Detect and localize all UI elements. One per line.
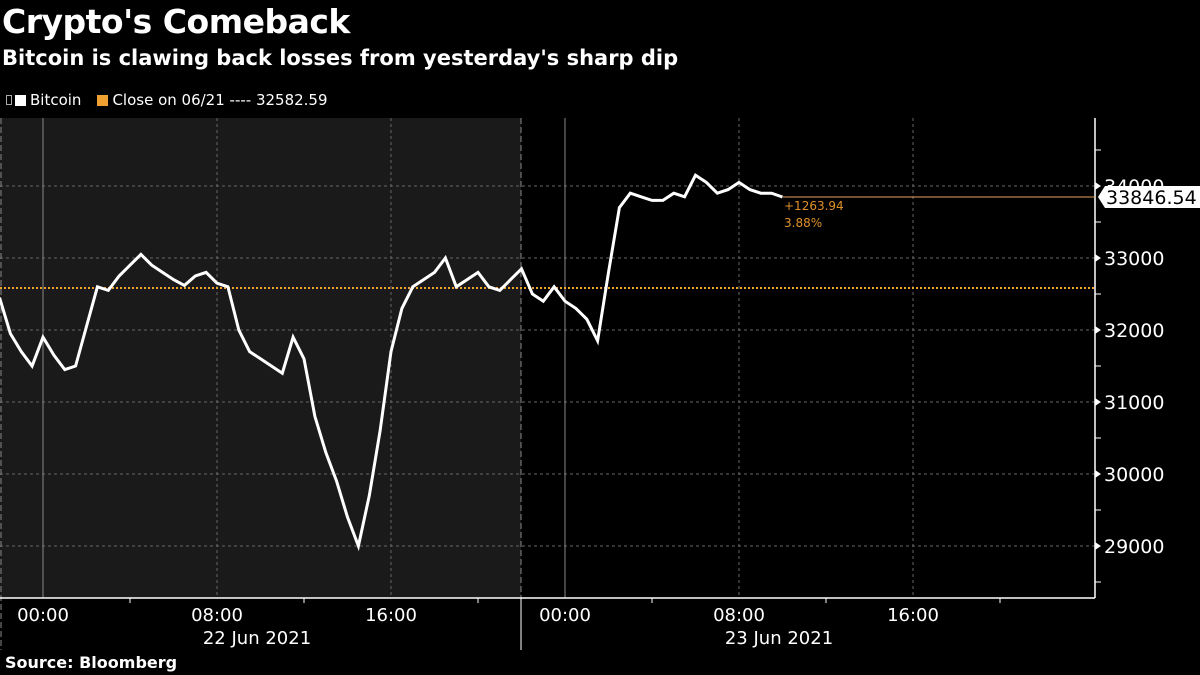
source-note: Source: Bloomberg [5, 653, 178, 672]
x-tick-label: 00:00 [17, 605, 69, 626]
y-tick-label: 32000 [1104, 320, 1164, 342]
legend-item-bitcoin[interactable]: Bitcoin [6, 91, 81, 109]
change-label: +1263.94 [784, 199, 844, 213]
x-tick-label: 16:00 [365, 605, 417, 626]
chart-title: Crypto's Comeback [2, 2, 350, 41]
y-tick-label: 30000 [1104, 464, 1164, 486]
legend-label: Close on 06/21 ---- 32582.59 [112, 91, 328, 109]
change-pct-label: 3.88% [784, 216, 822, 230]
tick-marker [1095, 326, 1101, 334]
tick-marker [1095, 398, 1101, 406]
legend-swatch-white [15, 94, 26, 106]
x-tick-label: 00:00 [539, 605, 591, 626]
y-tick-label: 29000 [1104, 536, 1164, 558]
tick-marker [1095, 470, 1101, 478]
legend: Bitcoin Close on 06/21 ---- 32582.59 [6, 91, 344, 109]
lock-icon [6, 95, 12, 105]
x-tick-label: 08:00 [713, 605, 765, 626]
tick-marker [1095, 254, 1101, 262]
tick-marker [1095, 542, 1101, 550]
y-tick-label: 31000 [1104, 392, 1164, 414]
x-tick-label: 08:00 [191, 605, 243, 626]
chart-subtitle: Bitcoin is clawing back losses from yest… [2, 46, 679, 70]
x-tick-label: 16:00 [887, 605, 939, 626]
legend-swatch-orange [97, 94, 109, 106]
legend-item-close[interactable]: Close on 06/21 ---- 32582.59 [97, 91, 328, 109]
last-value-badge: 33846.54 [1098, 186, 1200, 209]
x-ticks: 00:00 08:00 16:00 00:00 08:00 16:00 22 Jun 202… [17, 598, 1001, 650]
tick-marker [1095, 182, 1101, 190]
date-label: 23 Jun 2021 [725, 628, 833, 649]
legend-label: Bitcoin [30, 91, 82, 109]
y-ticks: 340003300032000310003000029000 [1095, 149, 1164, 583]
y-tick-label: 33000 [1104, 248, 1164, 270]
last-value-text: 33846.54 [1106, 187, 1197, 209]
gridlines [0, 118, 1095, 598]
date-label: 22 Jun 2021 [203, 628, 311, 649]
bitcoin-line [0, 173, 783, 552]
